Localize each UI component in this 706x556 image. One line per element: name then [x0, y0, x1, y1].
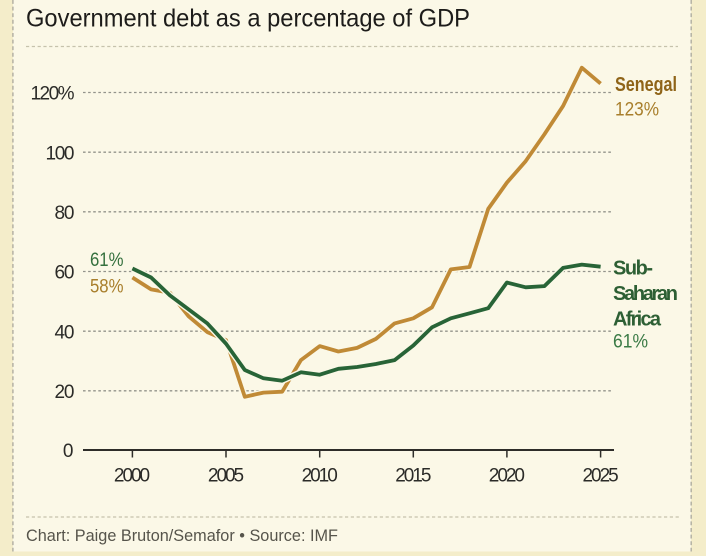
svg-text:61%: 61%	[613, 332, 648, 353]
svg-text:2005: 2005	[208, 466, 244, 487]
svg-text:Sub-: Sub-	[613, 258, 653, 280]
svg-text:120%: 120%	[31, 84, 75, 105]
svg-text:40: 40	[55, 322, 75, 343]
svg-text:60: 60	[55, 263, 75, 284]
svg-text:2015: 2015	[395, 466, 431, 487]
svg-text:2010: 2010	[302, 466, 338, 487]
svg-text:Chart: Paige Bruton/Semafor •: Chart: Paige Bruton/Semafor • Source: IM…	[26, 526, 338, 545]
svg-text:2000: 2000	[114, 466, 150, 487]
svg-text:58%: 58%	[90, 276, 124, 297]
svg-text:2025: 2025	[583, 466, 619, 487]
svg-text:2020: 2020	[489, 466, 525, 487]
svg-text:Government debt as a percentag: Government debt as a percentage of GDP	[26, 5, 470, 33]
svg-text:Saharan: Saharan	[613, 283, 678, 305]
svg-text:80: 80	[55, 203, 75, 224]
svg-text:Africa: Africa	[613, 308, 662, 330]
svg-text:0: 0	[63, 441, 74, 462]
svg-text:Senegal: Senegal	[615, 74, 677, 96]
svg-text:100: 100	[46, 143, 75, 164]
svg-text:20: 20	[55, 382, 75, 403]
svg-text:123%: 123%	[615, 100, 659, 121]
svg-text:61%: 61%	[90, 250, 124, 271]
